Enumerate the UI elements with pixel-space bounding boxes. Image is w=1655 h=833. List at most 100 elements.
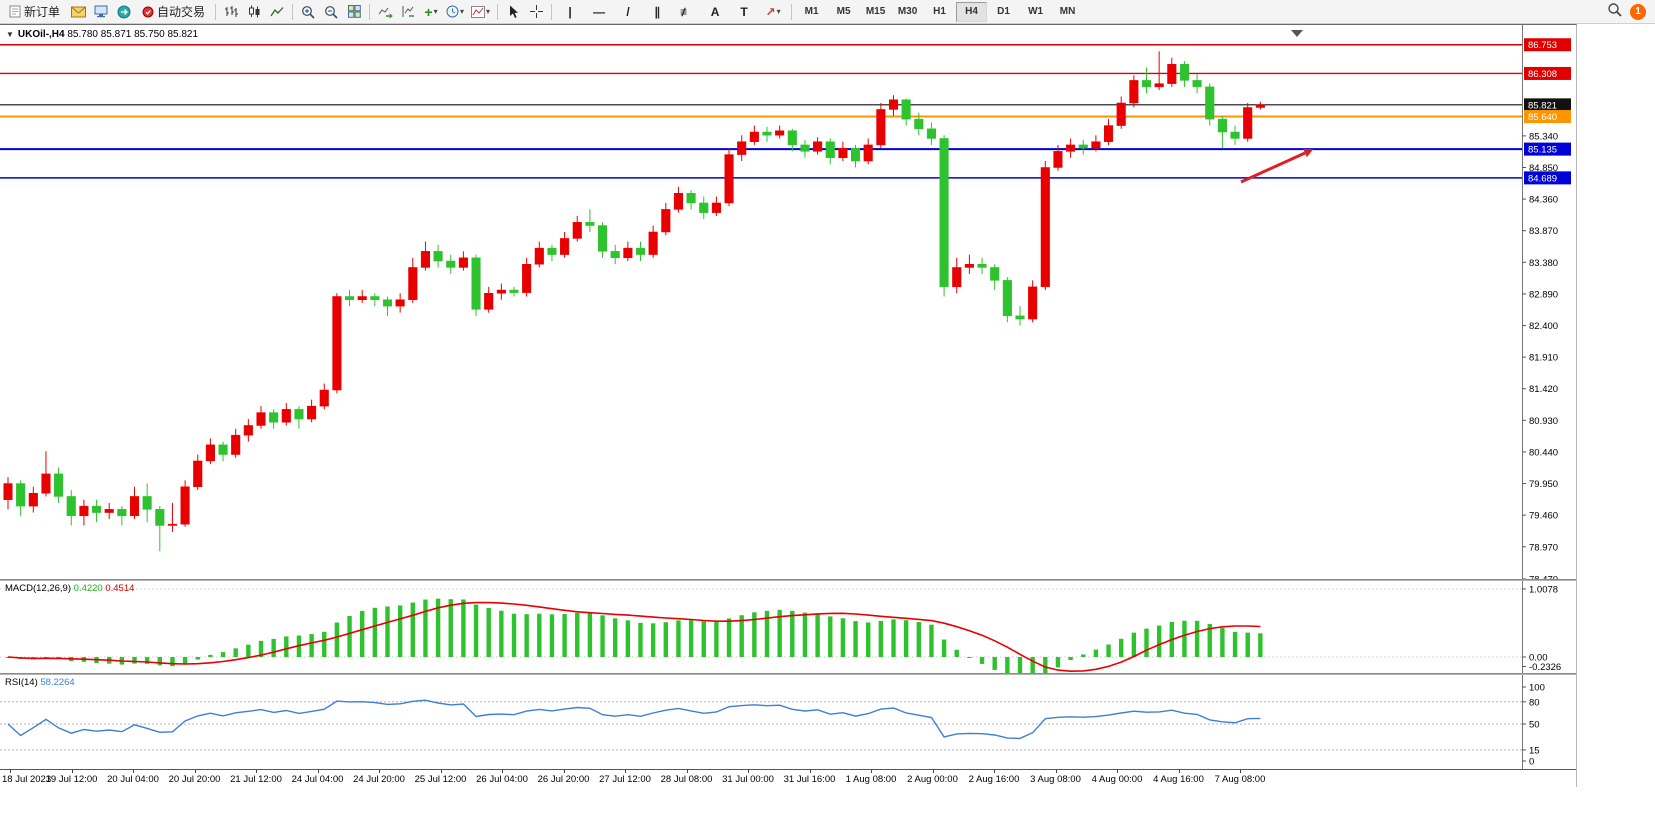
chart-shift-button[interactable]	[397, 2, 419, 22]
cursor-button[interactable]	[502, 2, 524, 22]
toolbar-separator	[292, 3, 294, 20]
time-label: 31 Jul 16:00	[783, 774, 836, 785]
svg-text:85.821: 85.821	[1528, 100, 1557, 111]
text-label-tool-icon: T	[740, 4, 748, 19]
text-tool-button[interactable]: A	[701, 1, 729, 23]
drawing-tools-group: | — / ∥ ≢ A T ↗ ▾	[556, 1, 787, 23]
price-alert-button[interactable]	[67, 2, 89, 22]
time-tick	[748, 770, 749, 773]
timeframe-w1-button[interactable]: W1	[1028, 6, 1044, 17]
time-label: 20 Jul 04:00	[107, 774, 159, 785]
periods-button[interactable]: ▾	[443, 2, 467, 22]
auto-scroll-icon	[378, 7, 393, 18]
crosshair-icon	[529, 5, 543, 18]
auto-trading-button[interactable]: 自动交易	[136, 2, 211, 22]
search-icon[interactable]	[1607, 2, 1622, 22]
plus-icon: +	[424, 3, 433, 20]
time-tick	[71, 770, 73, 773]
macd-histogram	[5, 598, 1263, 673]
svg-text:80.440: 80.440	[1529, 447, 1558, 458]
svg-text:78.470: 78.470	[1529, 575, 1558, 580]
zoom-in-icon	[302, 5, 315, 19]
main-chart-panel[interactable]: 85.340 84.850 84.360 83.870 83.380 82.890 82.4…	[0, 25, 1575, 579]
trend-arrow[interactable]	[1240, 148, 1314, 184]
svg-text:0: 0	[1529, 757, 1534, 768]
chevron-down-icon: ▾	[433, 7, 438, 16]
chart-ohlc-values: 85.780 85.871 85.750 85.821	[67, 29, 199, 40]
rsi-line	[7, 699, 1261, 740]
time-tick	[1117, 770, 1118, 773]
new-order-icon	[9, 5, 21, 18]
tile-windows-icon	[347, 5, 361, 18]
indicator-chart-icon	[471, 5, 486, 18]
new-chart-button[interactable]: + ▾	[420, 2, 442, 22]
time-label: 18 Jul 2023	[2, 774, 52, 785]
time-label: 26 Jul 04:00	[476, 774, 528, 785]
tile-windows-button[interactable]	[343, 2, 365, 22]
svg-text:83.380: 83.380	[1529, 258, 1558, 269]
timeframe-h4-button[interactable]: H4	[956, 1, 988, 22]
text-label-tool-button[interactable]: T	[730, 1, 758, 23]
time-tick	[809, 770, 811, 773]
collapse-icon[interactable]: ▼	[6, 30, 14, 39]
timeframe-mn-button[interactable]: MN	[1059, 6, 1076, 17]
bar-chart-mode-button[interactable]	[220, 2, 242, 22]
zoom-out-icon	[325, 5, 338, 19]
zoom-in-button[interactable]	[297, 2, 319, 22]
macd-label: MACD(12,26,9) 0.4220 0.4514	[5, 583, 134, 594]
macd-axis: 1.0078 0.00-0.2326	[1522, 584, 1561, 673]
crosshair-button[interactable]	[525, 2, 547, 22]
new-order-button[interactable]: 新订单	[3, 2, 66, 22]
vertical-line-tool-icon: |	[568, 4, 572, 19]
time-tick	[1055, 770, 1057, 773]
panel-splitter[interactable]	[0, 579, 1576, 581]
timeframe-h1-button[interactable]: H1	[933, 6, 946, 17]
panel-splitter[interactable]	[0, 673, 1576, 675]
arrows-tool-button[interactable]: ↗ ▾	[759, 1, 787, 23]
time-tick	[379, 770, 380, 773]
chart-symbol-period: UKOil-,H4	[17, 29, 65, 40]
svg-text:100: 100	[1529, 683, 1545, 694]
svg-text:81.910: 81.910	[1529, 353, 1558, 364]
trendline-tool-button[interactable]: /	[614, 1, 642, 23]
svg-text:86.308: 86.308	[1528, 69, 1557, 80]
rsi-panel[interactable]: 100 80 50 150	[0, 675, 1575, 769]
time-tick	[686, 770, 688, 773]
level-lines[interactable]	[0, 44, 1522, 179]
notification-badge[interactable]: 1	[1630, 3, 1646, 20]
cursor-icon	[509, 5, 518, 18]
time-label: 24 Jul 04:00	[291, 774, 344, 785]
chart-shift-icon	[402, 6, 414, 17]
timeframe-m5-button[interactable]: M5	[836, 6, 851, 17]
vertical-line-tool-button[interactable]: |	[556, 1, 584, 23]
svg-text:0.00: 0.00	[1529, 653, 1548, 664]
timeframe-m30-button[interactable]: M30	[897, 6, 918, 17]
price-axis: 85.340 84.850 84.360 83.870 83.380 82.890 82.4…	[1522, 38, 1571, 579]
svg-text:82.400: 82.400	[1529, 321, 1558, 332]
time-label: 7 Aug 08:00	[1214, 774, 1266, 785]
horizontal-line-tool-icon: —	[593, 4, 606, 19]
horizontal-line-tool-button[interactable]: —	[585, 1, 613, 23]
timeframe-m15-button[interactable]: M15	[865, 6, 886, 17]
auto-trading-label: 自动交易	[157, 5, 206, 19]
line-chart-icon	[270, 6, 284, 16]
line-chart-mode-button[interactable]	[266, 2, 288, 22]
navigator-button[interactable]	[113, 2, 135, 22]
candle-chart-mode-button[interactable]	[243, 2, 265, 22]
svg-text:1.0078: 1.0078	[1529, 584, 1558, 595]
auto-scroll-button[interactable]	[374, 2, 396, 22]
macd-panel[interactable]: 1.0078 0.00-0.2326	[0, 581, 1575, 673]
time-label: 19 Jul 12:00	[45, 774, 98, 785]
timeframe-group: M1 M5 M15 M30 H1 H4 D1 W1 MN	[796, 1, 1083, 22]
timeframe-d1-button[interactable]: D1	[997, 6, 1010, 17]
timeframe-m1-button[interactable]: M1	[804, 6, 819, 17]
toolbar-separator	[215, 3, 217, 20]
indicators-button[interactable]: ▾	[468, 2, 493, 22]
fibonacci-tool-button[interactable]: ≢	[672, 1, 700, 23]
time-tick	[871, 770, 872, 773]
zoom-out-button[interactable]	[320, 2, 342, 22]
market-watch-button[interactable]	[90, 2, 112, 22]
equidistant-channel-tool-button[interactable]: ∥	[643, 1, 671, 23]
navigator-icon	[117, 5, 131, 18]
toolbar-separator	[497, 3, 499, 20]
